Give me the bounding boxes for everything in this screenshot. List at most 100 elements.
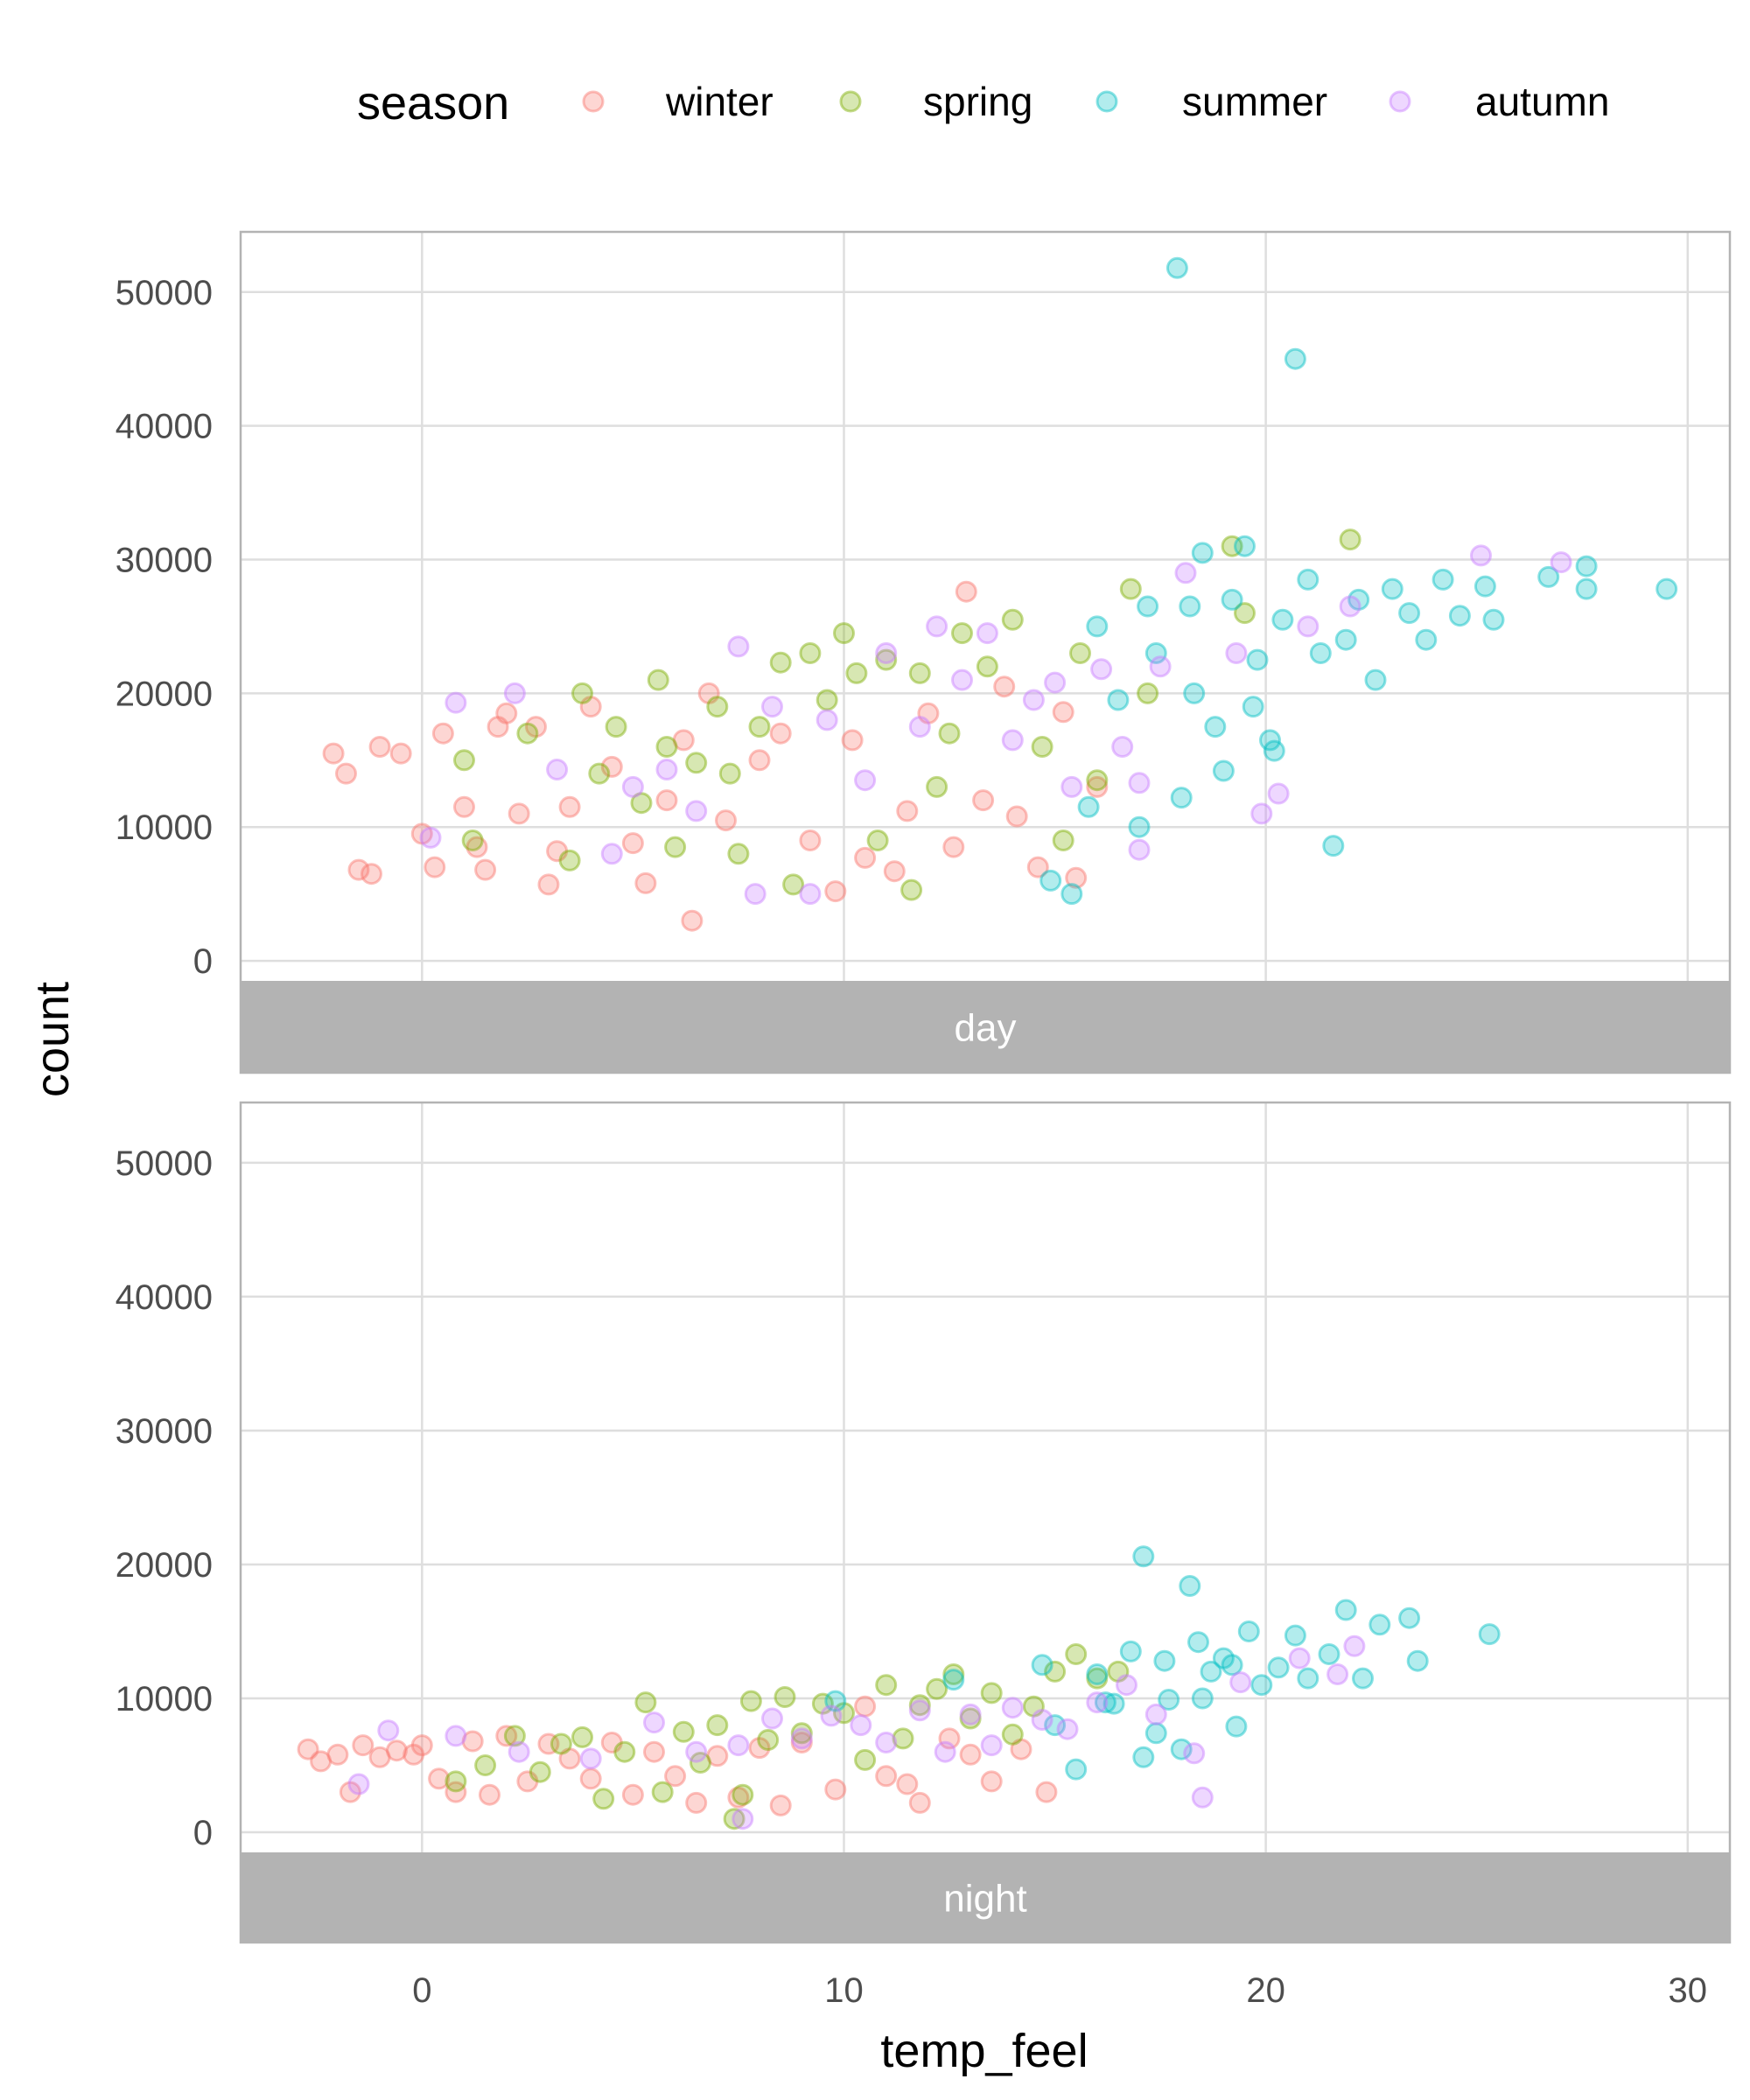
point-spring (516, 722, 539, 745)
point-spring (774, 1686, 796, 1708)
y-tick-label: 10000 (116, 1680, 213, 1718)
point-autumn (854, 769, 877, 792)
point-winter (495, 702, 518, 724)
point-winter (697, 682, 720, 704)
point-summer (1144, 642, 1167, 664)
point-winter (410, 1734, 433, 1757)
point-winter (461, 1730, 484, 1753)
point-summer (1348, 588, 1370, 611)
series-summer (1040, 256, 1678, 906)
point-winter (980, 1770, 1003, 1793)
point-summer (1102, 1692, 1125, 1715)
point-autumn (1250, 802, 1273, 825)
point-spring (816, 689, 838, 711)
point-spring (732, 1783, 754, 1806)
point-autumn (508, 1740, 530, 1763)
point-winter (959, 1743, 982, 1766)
point-autumn (1174, 562, 1197, 584)
point-summer (1250, 1674, 1273, 1697)
y-tick-label: 40000 (116, 408, 213, 446)
facet-strip-label: day (955, 1007, 1017, 1050)
point-spring (892, 1727, 914, 1750)
point-spring (723, 1808, 746, 1830)
series-autumn (347, 1634, 1366, 1830)
point-winter (326, 1743, 349, 1766)
point-spring (685, 752, 708, 774)
point-summer (1128, 816, 1151, 838)
point-winter (706, 1745, 729, 1768)
point-summer (1309, 642, 1332, 664)
point-summer (1170, 1738, 1193, 1760)
point-summer (1158, 1689, 1180, 1711)
point-autumn (875, 1732, 898, 1754)
point-summer (1153, 1649, 1176, 1672)
point-summer (1322, 835, 1345, 858)
y-tick-label: 30000 (116, 1412, 213, 1451)
x-tick-label: 20 (1246, 1971, 1285, 2010)
point-winter (444, 1781, 467, 1803)
point-summer (1334, 628, 1357, 651)
point-summer (1040, 869, 1062, 892)
point-spring (453, 749, 475, 772)
point-winter (685, 1791, 708, 1814)
point-autumn (1339, 595, 1362, 618)
point-spring (718, 762, 741, 785)
point-spring (1107, 1660, 1130, 1683)
point-spring (605, 716, 627, 738)
point-autumn (761, 1707, 783, 1730)
point-spring (634, 1691, 657, 1714)
point-winter (297, 1738, 319, 1760)
point-summer (1398, 602, 1421, 625)
point-winter (600, 1732, 623, 1754)
point-spring (1221, 535, 1243, 557)
point-autumn (1031, 1709, 1054, 1731)
point-winter (841, 729, 864, 752)
y-tick-label: 30000 (116, 542, 213, 580)
point-autumn (600, 843, 623, 865)
legend-label-autumn: autumn (1475, 79, 1609, 124)
point-summer (1137, 595, 1159, 618)
point-winter (335, 762, 357, 785)
legend-key-summer (1096, 90, 1118, 113)
point-winter (908, 1791, 931, 1814)
point-winter (1005, 805, 1028, 828)
point-spring (630, 792, 653, 815)
point-spring (1044, 1660, 1067, 1683)
point-spring (782, 873, 805, 896)
point-autumn (875, 642, 898, 664)
point-autumn (1267, 782, 1290, 805)
point-spring (980, 1682, 1003, 1704)
point-winter (347, 858, 370, 881)
point-autumn (655, 759, 678, 780)
x-tick-label: 0 (412, 1971, 431, 2010)
legend-label-spring: spring (923, 79, 1032, 124)
point-winter (824, 880, 847, 903)
point-spring (1339, 528, 1362, 551)
point-summer (1094, 1691, 1116, 1714)
point-summer (1381, 578, 1404, 600)
point-spring (613, 1740, 636, 1763)
point-spring (672, 1720, 695, 1743)
point-autumn (1116, 1674, 1138, 1697)
point-spring (690, 1752, 711, 1774)
point-spring (1052, 830, 1074, 851)
point-summer (1448, 605, 1471, 627)
point-winter (486, 716, 509, 738)
point-summer (1144, 1722, 1167, 1745)
point-winter (799, 830, 822, 851)
point-winter (875, 1765, 898, 1788)
point-winter (368, 736, 391, 758)
point-summer (1225, 1715, 1248, 1738)
point-spring (528, 1760, 551, 1783)
legend-title: season (357, 77, 509, 130)
point-autumn (643, 1712, 665, 1734)
point-spring (757, 1729, 780, 1751)
point-spring (571, 1726, 593, 1748)
point-spring (1001, 1723, 1024, 1746)
point-spring (444, 1770, 467, 1793)
point-autumn (1001, 729, 1024, 752)
point-winter (942, 836, 965, 858)
legend-key-spring (839, 90, 862, 113)
point-winter (537, 873, 560, 896)
series-spring (453, 528, 1362, 901)
